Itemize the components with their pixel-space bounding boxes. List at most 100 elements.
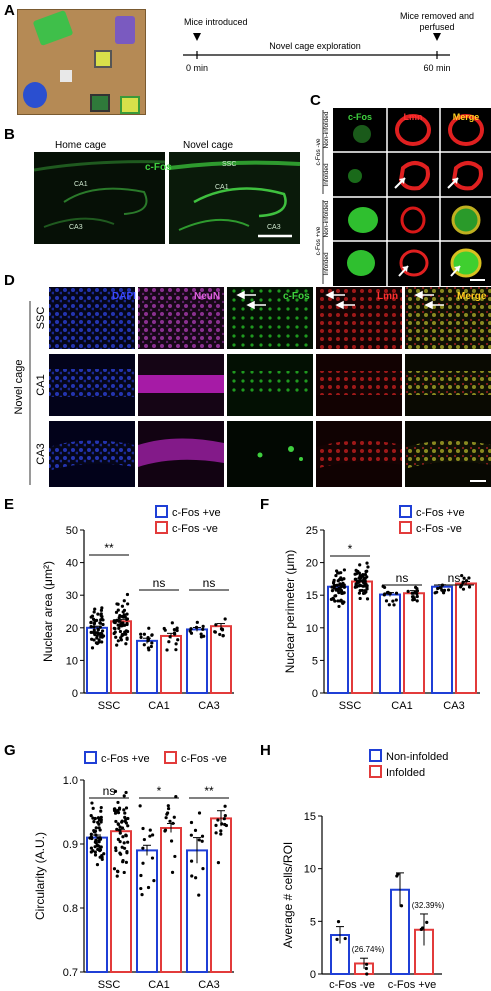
data-point	[174, 648, 178, 652]
data-point	[365, 597, 370, 601]
data-point	[114, 846, 118, 850]
data-point	[116, 639, 120, 643]
data-point	[124, 629, 128, 633]
data-point	[214, 831, 218, 835]
data-point	[120, 820, 124, 824]
data-point	[337, 591, 341, 595]
data-point	[100, 640, 104, 644]
data-point	[339, 598, 343, 602]
data-point	[116, 822, 120, 827]
data-point	[116, 623, 120, 627]
data-point	[114, 819, 118, 824]
data-point	[190, 874, 194, 878]
data-point	[163, 628, 167, 632]
data-point	[168, 819, 172, 823]
significance-mark: ns	[203, 576, 216, 590]
data-point	[123, 623, 127, 627]
c-col-merge: Merge	[453, 112, 480, 122]
d-row-ssc: SSC	[35, 307, 47, 330]
data-point	[112, 619, 116, 623]
data-point	[126, 840, 130, 844]
data-point	[189, 859, 194, 863]
data-point	[385, 591, 390, 595]
legend-swatch-c-fos-ve	[84, 751, 97, 764]
data-point	[410, 591, 414, 595]
data-point	[333, 599, 337, 603]
data-point	[193, 828, 198, 832]
data-point	[364, 590, 368, 594]
x-tick-label-ca3: CA3	[198, 979, 219, 991]
data-point	[361, 579, 365, 583]
data-point	[114, 809, 118, 813]
data-point	[168, 635, 172, 639]
data-point	[201, 624, 205, 628]
data-point	[96, 816, 101, 820]
y-tick-label: 0	[312, 688, 318, 700]
panel-label-h: H	[260, 742, 271, 759]
bar-c-fos-ve-ssc	[86, 836, 108, 973]
data-point	[406, 589, 410, 594]
ca3-right-label: CA3	[267, 224, 281, 231]
data-point	[95, 641, 99, 646]
d-col-neun: NeuN	[194, 291, 220, 302]
y-axis-label: Average # cells/ROI	[281, 842, 295, 949]
data-point	[361, 584, 365, 588]
data-point	[88, 836, 92, 840]
data-point	[218, 632, 222, 637]
data-point	[197, 838, 201, 842]
data-point	[125, 622, 129, 627]
data-point	[94, 826, 98, 830]
data-point	[331, 596, 335, 600]
data-point	[97, 836, 101, 840]
y-tick-label: 25	[306, 525, 318, 537]
data-point	[93, 840, 97, 844]
data-point	[124, 860, 129, 864]
data-point	[95, 844, 100, 848]
data-point	[364, 966, 368, 971]
x-tick-label-c-fos-ve: c-Fos -ve	[329, 979, 375, 991]
x-tick-label-ca1: CA1	[148, 979, 169, 991]
data-point	[118, 851, 122, 855]
data-point	[358, 588, 362, 593]
data-point	[114, 610, 119, 614]
data-point	[93, 845, 97, 849]
data-point	[425, 920, 429, 924]
panel-label-a: A	[4, 2, 15, 19]
data-point	[219, 832, 223, 836]
data-point	[146, 635, 150, 640]
data-point	[112, 631, 116, 636]
data-point	[174, 795, 178, 799]
data-point	[150, 641, 154, 645]
data-point	[415, 594, 419, 599]
data-point	[216, 818, 220, 822]
data-point	[171, 821, 175, 825]
data-point	[173, 632, 177, 636]
bar-c-fos-ve-ca3	[186, 628, 208, 694]
data-point	[461, 580, 465, 584]
panel-label-g: G	[4, 742, 16, 759]
data-point	[189, 833, 193, 837]
panel-label-f: F	[260, 496, 270, 513]
y-tick-label: 20	[66, 623, 78, 635]
data-point	[141, 861, 145, 865]
data-point	[119, 638, 124, 642]
c-row-3: Non-infolded	[323, 200, 330, 237]
data-point	[122, 808, 126, 812]
significance-mark: ns	[103, 784, 116, 798]
legend-label-c-fos-ve: c-Fos +ve	[172, 507, 221, 519]
data-point	[93, 829, 98, 833]
y-tick-label: 0.7	[63, 967, 78, 979]
data-point	[139, 632, 143, 636]
data-point	[436, 586, 440, 591]
data-point	[175, 628, 179, 633]
ca1-left-label: CA1	[74, 181, 88, 188]
data-point	[415, 599, 419, 603]
data-point	[124, 632, 128, 636]
data-point	[150, 833, 155, 837]
data-point	[148, 834, 152, 838]
legend-swatch-non-infolded	[369, 749, 382, 762]
data-point	[165, 648, 169, 652]
panel-label-e: E	[4, 496, 15, 513]
y-tick-label: 0	[310, 969, 316, 981]
ssc-label: SSC	[222, 161, 236, 168]
